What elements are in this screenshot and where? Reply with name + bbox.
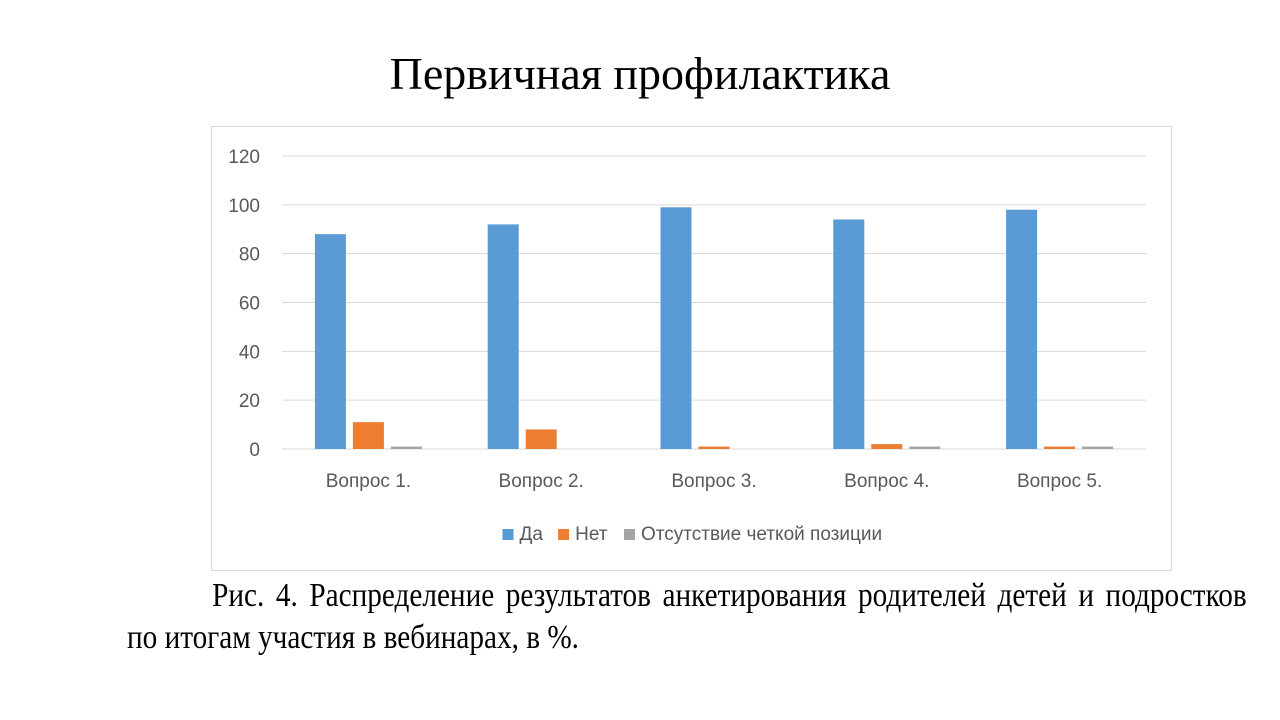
legend-swatch xyxy=(558,529,570,540)
y-tick-label: 120 xyxy=(228,147,260,168)
bar-2-2 xyxy=(525,429,557,449)
bar-1-5 xyxy=(1006,209,1038,449)
y-tick-label: 100 xyxy=(228,196,260,217)
y-tick-label: 0 xyxy=(249,440,260,461)
x-category-label: Вопрос 4. xyxy=(844,471,929,492)
legend-label: Нет xyxy=(575,524,608,545)
bar-2-3 xyxy=(698,446,730,449)
bar-1-1 xyxy=(314,234,346,449)
bar-2-5 xyxy=(1044,446,1076,449)
slide-title: Первичная профилактика xyxy=(389,48,891,99)
y-tick-label: 20 xyxy=(239,391,260,412)
bar-3-1 xyxy=(390,446,422,449)
bar-chart: 0 20 40 60 80 100 120 Вопрос 1. Вопрос 2. Вопрос … xyxy=(228,147,1146,545)
legend-swatch xyxy=(502,529,514,540)
chart-area: 0 20 40 60 80 100 120 Вопрос 1. Вопрос 2. Вопрос … xyxy=(211,126,1172,571)
y-tick-label: 40 xyxy=(239,342,260,363)
bar-3-4 xyxy=(909,446,941,449)
legend-label: Да xyxy=(520,524,544,545)
x-category-label: Вопрос 2. xyxy=(499,471,584,492)
y-tick-label: 60 xyxy=(239,294,260,315)
legend-label: Отсутствие четкой позиции xyxy=(641,524,882,545)
bar-3-5 xyxy=(1082,446,1114,449)
bar-1-3 xyxy=(660,207,692,449)
bar-2-1 xyxy=(352,422,384,449)
bar-2-4 xyxy=(871,444,903,449)
figure-caption: Рис. 4. Распределение результатов анкети… xyxy=(127,577,1247,656)
figure-caption-container: Рис. 4. Распределение результатов анкети… xyxy=(127,575,1247,675)
bar-1-4 xyxy=(833,219,865,449)
bar-1-2 xyxy=(487,224,519,449)
legend-swatch xyxy=(624,529,635,540)
x-category-label: Вопрос 1. xyxy=(326,471,411,492)
x-category-label: Вопрос 5. xyxy=(1017,471,1102,492)
x-category-label: Вопрос 3. xyxy=(671,471,756,492)
y-tick-label: 80 xyxy=(239,245,260,266)
